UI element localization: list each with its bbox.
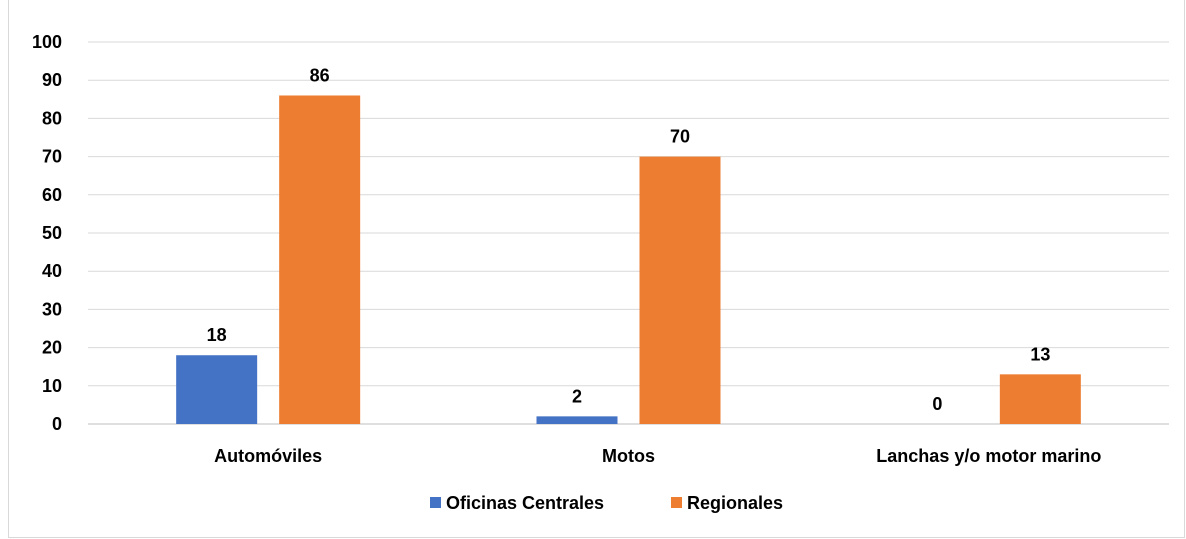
bar bbox=[176, 355, 258, 424]
chart-frame bbox=[8, 0, 1185, 538]
data-labels: 18 86 2 70 0 13 bbox=[207, 65, 1051, 414]
x-tick-label: Lanchas y/o motor marino bbox=[876, 446, 1101, 466]
y-tick-label: 10 bbox=[42, 376, 62, 396]
y-tick-label: 90 bbox=[42, 70, 62, 90]
gridlines bbox=[88, 41, 1169, 425]
legend-swatch bbox=[671, 497, 682, 508]
x-tick-label: Automóviles bbox=[214, 446, 322, 466]
legend-swatch bbox=[430, 497, 441, 508]
data-label: 2 bbox=[572, 386, 582, 406]
x-axis: Automóviles Motos Lanchas y/o motor marino bbox=[214, 446, 1101, 466]
y-tick-label: 50 bbox=[42, 223, 62, 243]
y-tick-label: 70 bbox=[42, 147, 62, 167]
bar bbox=[279, 95, 361, 424]
bar bbox=[536, 416, 618, 424]
data-label: 0 bbox=[932, 394, 942, 414]
legend: Oficinas Centrales Regionales bbox=[430, 493, 783, 513]
y-tick-label: 20 bbox=[42, 338, 62, 358]
bar bbox=[999, 374, 1081, 424]
x-tick-label: Motos bbox=[602, 446, 655, 466]
y-tick-label: 60 bbox=[42, 185, 62, 205]
data-label: 18 bbox=[207, 325, 227, 345]
y-tick-label: 100 bbox=[32, 32, 62, 52]
data-label: 13 bbox=[1030, 344, 1050, 364]
y-axis: 0 10 20 30 40 50 60 70 80 90 100 bbox=[32, 32, 62, 434]
y-tick-label: 30 bbox=[42, 299, 62, 319]
y-tick-label: 0 bbox=[52, 414, 62, 434]
legend-label: Oficinas Centrales bbox=[446, 493, 604, 513]
data-label: 70 bbox=[670, 127, 690, 147]
bar bbox=[639, 156, 721, 424]
legend-label: Regionales bbox=[687, 493, 783, 513]
y-tick-label: 80 bbox=[42, 108, 62, 128]
data-label: 86 bbox=[310, 65, 330, 85]
bars bbox=[176, 95, 1081, 424]
y-tick-label: 40 bbox=[42, 261, 62, 281]
